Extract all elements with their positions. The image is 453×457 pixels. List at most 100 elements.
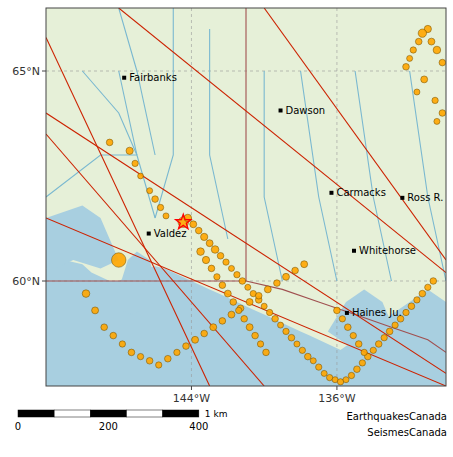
earthquake — [392, 322, 398, 328]
earthquake — [202, 256, 209, 263]
earthquake — [252, 332, 259, 339]
tick-mark — [42, 281, 46, 282]
city-marker — [345, 311, 349, 315]
scale-label: 200 — [99, 421, 118, 432]
main-earthquake — [176, 214, 191, 228]
earthquake — [257, 341, 263, 347]
earthquake — [316, 364, 322, 370]
earthquake — [355, 341, 362, 348]
earthquake — [343, 377, 349, 383]
plot-frame — [46, 8, 446, 386]
earthquake — [263, 349, 270, 356]
earthquake — [219, 318, 226, 325]
earthquake — [421, 76, 428, 83]
city-marker — [400, 196, 404, 200]
earthquake — [419, 290, 426, 297]
earthquake — [192, 336, 199, 343]
earthquake — [283, 328, 289, 334]
earthquake — [439, 110, 446, 117]
earthquake — [82, 290, 90, 298]
credit-text: EarthquakesCanada — [347, 411, 447, 422]
map-line — [264, 71, 282, 281]
tick-label: 136°W — [318, 392, 355, 405]
earthquake — [288, 334, 295, 341]
earthquake — [152, 196, 159, 203]
earthquake — [92, 307, 99, 314]
map-line — [301, 71, 337, 281]
earthquake — [201, 330, 208, 337]
city-marker — [147, 232, 151, 236]
earthquake — [403, 309, 409, 315]
earthquake — [217, 252, 224, 259]
earthquake — [119, 341, 125, 347]
scale-label: 0 — [15, 421, 21, 432]
earthquake — [433, 46, 441, 54]
earthquake — [208, 265, 215, 272]
city-label: Whitehorse — [359, 245, 416, 256]
scale-segment — [18, 410, 54, 417]
earthquake — [301, 261, 308, 268]
city-marker — [352, 249, 356, 253]
earthquake — [110, 332, 117, 339]
earthquake — [219, 282, 226, 289]
city-label: Fairbanks — [129, 72, 177, 83]
scale-segment — [163, 410, 199, 417]
tick-mark — [191, 386, 192, 390]
city-label: Carmacks — [336, 187, 385, 198]
earthquake — [137, 353, 143, 359]
earthquake — [223, 259, 229, 265]
earthquake — [132, 160, 138, 166]
earthquake — [418, 29, 426, 37]
earthquake — [157, 204, 163, 210]
earthquake — [241, 315, 248, 322]
earthquake — [321, 370, 327, 376]
earthquake — [272, 315, 279, 322]
tick-label: 60°N — [12, 275, 40, 288]
earthquake — [138, 173, 144, 179]
tick-mark — [42, 71, 46, 72]
earthquake — [190, 221, 197, 228]
credit-text: SeismesCanada — [367, 427, 447, 438]
earthquake — [407, 55, 413, 61]
earthquake — [354, 366, 361, 373]
water-area — [46, 205, 119, 268]
map-line — [246, 281, 446, 352]
city-marker — [329, 191, 333, 195]
earthquake — [375, 341, 382, 348]
city-label: Haines Ju. — [352, 307, 402, 318]
earthquake — [214, 274, 220, 280]
earthquake — [334, 307, 341, 314]
water-area — [328, 289, 446, 386]
earthquake — [414, 89, 420, 95]
earthquake — [344, 324, 351, 331]
earthquake — [370, 347, 376, 353]
earthquake — [163, 213, 169, 219]
earthquake — [164, 355, 171, 362]
earthquake — [304, 353, 311, 360]
grid-line — [191, 8, 192, 386]
earthquake — [224, 290, 231, 297]
earthquake — [428, 38, 435, 45]
earthquake — [381, 335, 387, 341]
earthquake — [147, 188, 153, 194]
earthquake — [211, 246, 219, 254]
earthquake — [126, 147, 133, 154]
earthquake — [228, 265, 234, 271]
earthquake — [403, 63, 410, 70]
map-line — [46, 155, 137, 197]
earthquake — [408, 303, 415, 310]
scale-segment — [127, 410, 163, 417]
earthquake — [236, 307, 242, 313]
earthquake — [434, 118, 440, 124]
earthquake — [310, 358, 316, 364]
city-marker — [122, 76, 126, 80]
land-background — [46, 8, 446, 386]
earthquake — [146, 357, 153, 364]
earthquake — [415, 38, 422, 45]
scale-label: 400 — [189, 421, 208, 432]
earthquake — [112, 253, 126, 267]
map-line — [46, 37, 210, 386]
map-line — [119, 71, 155, 218]
map-line — [46, 218, 446, 386]
earthquake — [246, 299, 253, 306]
